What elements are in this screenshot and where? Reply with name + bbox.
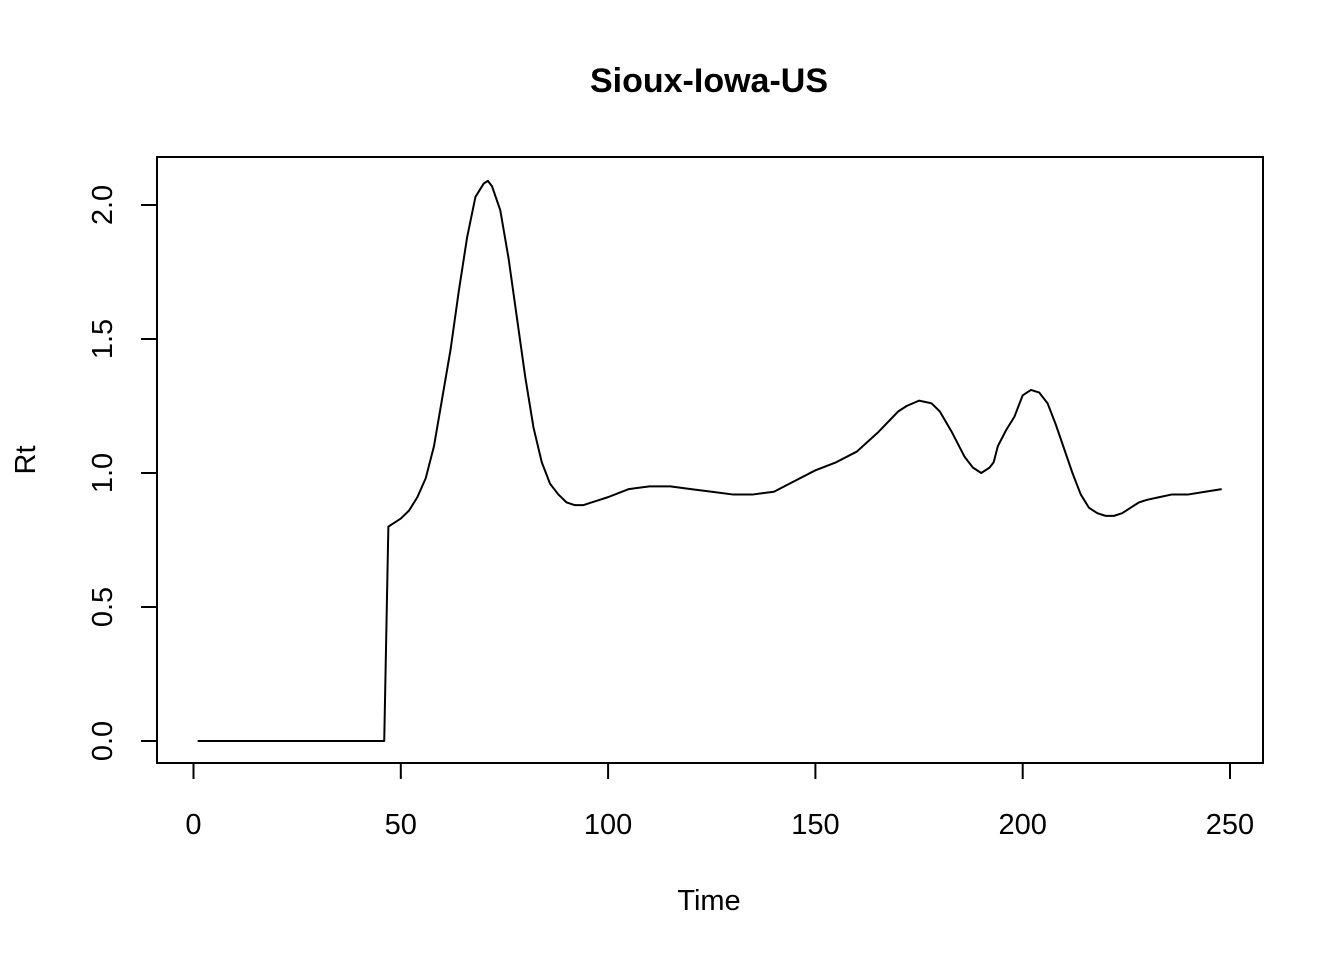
x-axis-label: Time [677,885,740,917]
chart-title: Sioux-Iowa-US [590,62,828,100]
x-tick-label: 100 [584,809,632,841]
y-axis-label: Rt [10,446,42,475]
x-tick-label: 200 [999,809,1047,841]
series-group [197,179,1222,742]
x-axis: 0 50 100 150 200 250 [185,762,1254,841]
y-tick-label: 0.0 [87,721,119,761]
x-tick-label: 150 [791,809,839,841]
x-tick-label: 0 [185,809,201,841]
y-tick-label: 1.0 [87,453,119,493]
y-tick-label: 0.5 [87,587,119,627]
rt-series-line [197,179,1222,742]
x-tick-label: 50 [385,809,417,841]
x-tick-label: 250 [1206,809,1254,841]
y-tick-label: 2.0 [87,185,119,225]
y-axis: 0.0 0.5 1.0 1.5 2.0 [87,185,158,761]
y-tick-label: 1.5 [87,319,119,359]
plot-frame [156,156,1264,764]
